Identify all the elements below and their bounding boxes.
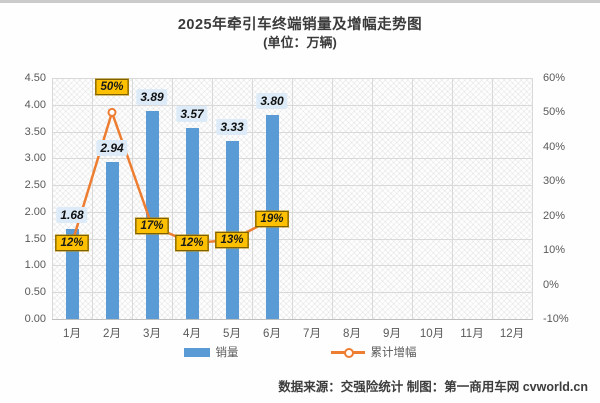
chart-subtitle-unit: (单位：万辆) [263, 35, 337, 50]
growth-label-2月: 50% [95, 79, 129, 96]
v-gridline [252, 78, 253, 319]
growth-label-5月: 13% [215, 231, 249, 248]
bar-value-label: 1.68 [56, 207, 88, 224]
month-label: 9月 [383, 328, 401, 340]
legend-sales-label: 销量 [215, 347, 239, 359]
left-axis-tick: 4.50 [24, 72, 46, 84]
legend-item-sales: 销量 [183, 344, 239, 360]
sales-bar-1月 [65, 229, 79, 319]
legend: 销量 累计增幅 [0, 344, 600, 360]
month-label: 2月 [103, 328, 121, 340]
source-credit: 数据来源：交强险统计 制图：第一商用车网 cvworld.cn [278, 380, 588, 394]
v-gridline [52, 78, 53, 319]
v-gridline [452, 78, 453, 319]
x-axis-line [52, 319, 533, 320]
v-gridline [172, 78, 173, 319]
v-gridline [492, 78, 493, 319]
v-gridline [332, 78, 333, 319]
right-axis-tick: 10% [543, 244, 566, 257]
left-axis-tick: 2.50 [24, 179, 46, 192]
bar-value-label: 3.57 [176, 105, 208, 122]
right-axis-tick: 50% [543, 106, 566, 119]
growth-label-4月: 12% [175, 235, 209, 252]
month-label: 5月 [223, 328, 241, 340]
legend-growth-label: 累计增幅 [370, 347, 417, 359]
v-gridline [372, 78, 373, 319]
right-axis-tick: 30% [543, 175, 566, 188]
left-axis-tick: 2.00 [24, 205, 46, 218]
growth-label-3月: 17% [135, 218, 169, 235]
left-axis-tick: 3.50 [24, 125, 46, 138]
right-axis-tick: 20% [543, 209, 566, 222]
month-label: 1月 [63, 328, 81, 340]
sales-bar-swatch-icon [183, 347, 210, 357]
bar-value-label: 2.94 [96, 139, 128, 156]
right-axis-tick: 0% [543, 278, 559, 291]
v-gridline [212, 78, 213, 319]
month-label: 3月 [143, 328, 161, 340]
left-axis-tick: 0.00 [24, 313, 46, 325]
left-axis-tick: 3.00 [24, 152, 46, 165]
growth-label-6月: 19% [255, 211, 289, 228]
growth-line [67, 107, 277, 248]
month-label: 4月 [183, 328, 201, 340]
left-axis-tick: 4.00 [24, 98, 46, 111]
left-axis-tick: 1.50 [24, 232, 46, 245]
growth-label-1月: 12% [55, 235, 89, 252]
v-gridline [532, 78, 533, 319]
v-gridline [132, 78, 133, 319]
month-label: 11月 [460, 328, 484, 340]
right-axis-tick: 60% [543, 72, 566, 84]
legend-item-growth: 累计增幅 [330, 344, 417, 360]
sales-bar-5月 [225, 140, 239, 319]
bar-value-label: 3.33 [216, 118, 248, 135]
right-axis-tick: 40% [543, 140, 566, 153]
bar-value-label: 3.80 [256, 93, 288, 110]
left-axis-tick: 0.50 [24, 286, 46, 299]
month-label: 6月 [263, 328, 281, 340]
v-gridline [292, 78, 293, 319]
bar-value-label: 3.89 [136, 88, 168, 105]
sales-bar-2月 [105, 161, 119, 319]
month-label: 10月 [419, 328, 445, 340]
growth-line-swatch-icon [330, 347, 365, 358]
left-axis-tick: 1.00 [24, 259, 46, 272]
month-label: 8月 [343, 328, 361, 340]
sales-bar-4月 [185, 127, 199, 319]
right-axis-tick: -10% [543, 313, 569, 325]
chart-title: 2025年牵引车终端销量及增幅走势图 [177, 17, 423, 33]
v-gridline [92, 78, 93, 319]
month-label: 7月 [303, 328, 321, 340]
sales-bar-3月 [145, 110, 159, 319]
month-label: 12月 [499, 328, 525, 340]
v-gridline [412, 78, 413, 319]
